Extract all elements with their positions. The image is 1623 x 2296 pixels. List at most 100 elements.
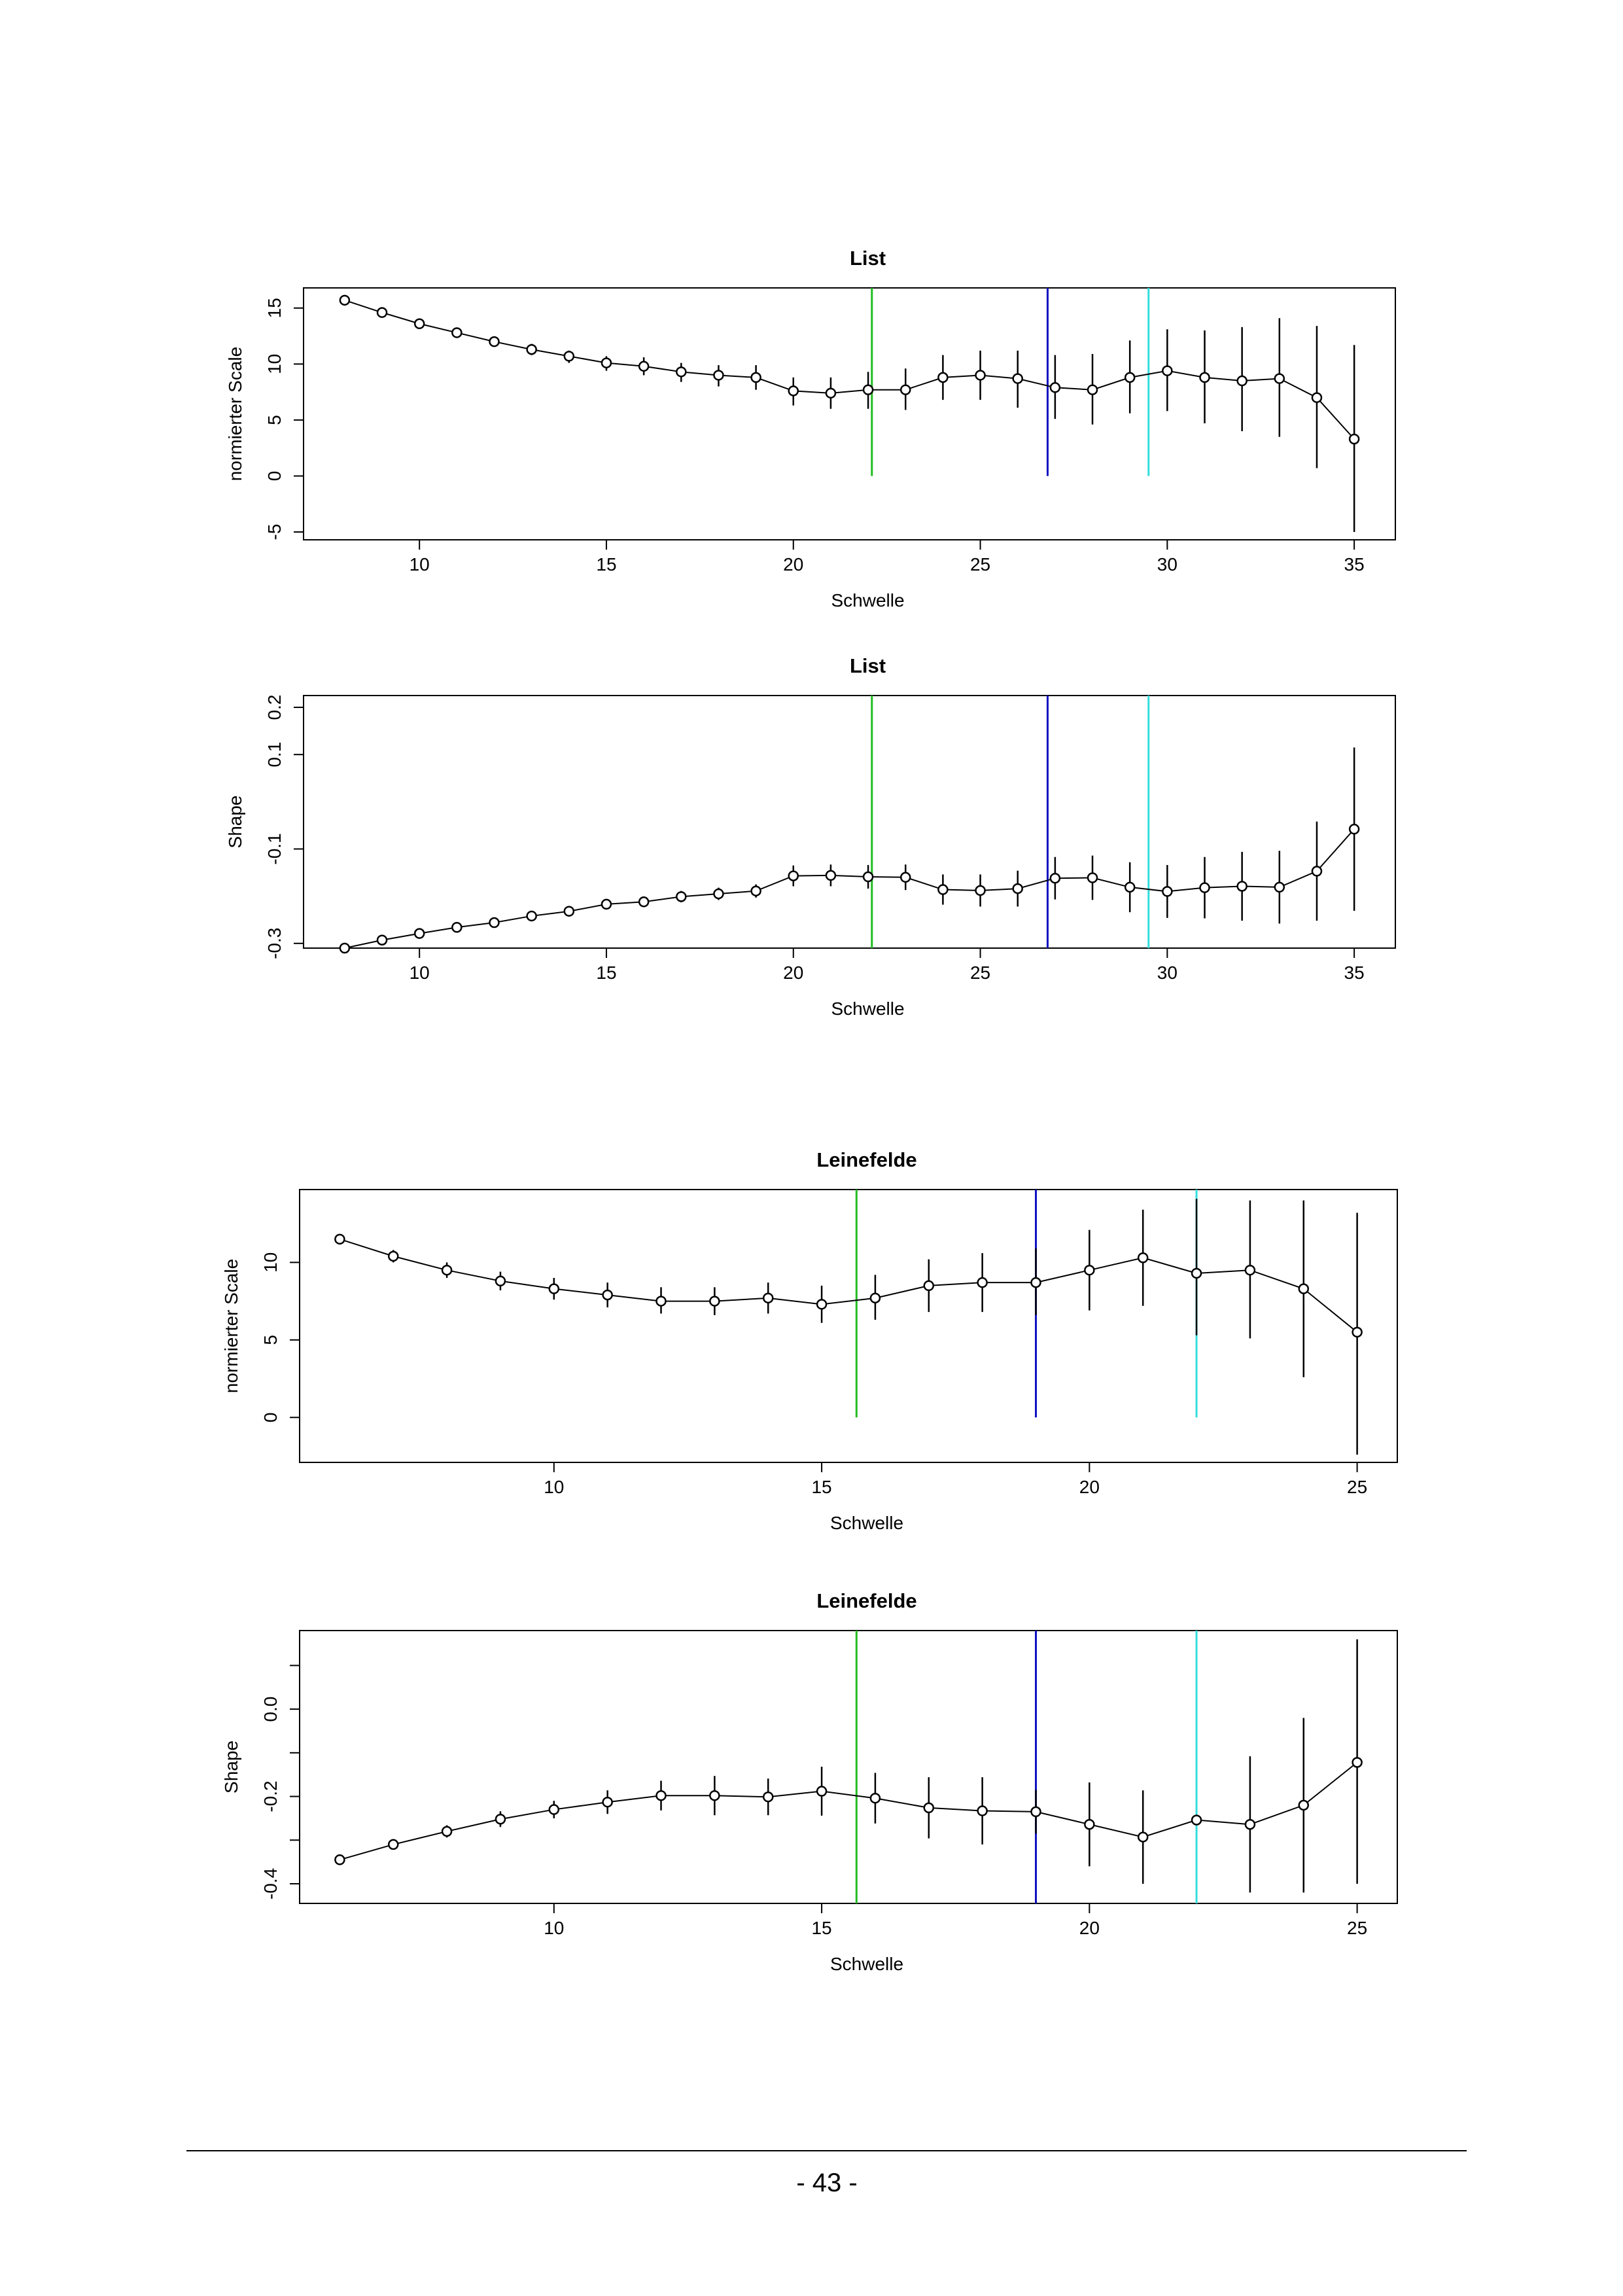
footer-divider xyxy=(186,2150,1467,2151)
data-point xyxy=(862,384,874,395)
data-point xyxy=(1012,883,1023,894)
x-tick-label: 20 xyxy=(1079,1477,1100,1497)
data-point xyxy=(638,361,650,372)
data-point xyxy=(1030,1806,1041,1818)
data-point xyxy=(1162,886,1173,897)
data-point xyxy=(1236,375,1248,387)
data-point xyxy=(413,928,425,939)
data-point xyxy=(334,1233,345,1245)
y-tick-label: 0 xyxy=(264,471,285,482)
data-point xyxy=(376,307,388,318)
series-line xyxy=(344,299,1355,440)
data-point xyxy=(1030,1277,1041,1288)
series-line xyxy=(340,1761,1358,1861)
plot-frame xyxy=(303,287,1396,540)
data-point xyxy=(899,872,911,883)
y-tick-label: 10 xyxy=(264,354,285,374)
data-point xyxy=(975,885,986,896)
data-point xyxy=(1298,1799,1310,1811)
data-point xyxy=(334,1854,345,1865)
data-point xyxy=(548,1283,560,1294)
data-point xyxy=(1274,373,1285,384)
data-point xyxy=(387,1250,399,1262)
data-point xyxy=(1311,866,1323,877)
data-point xyxy=(1298,1283,1310,1294)
y-tick-label: -0.3 xyxy=(264,928,285,959)
data-point xyxy=(602,1796,613,1808)
data-point xyxy=(1352,1326,1363,1338)
y-tick-label: -5 xyxy=(264,524,285,540)
y-axis-label: Shape xyxy=(221,1740,241,1793)
y-tick-label: -0.2 xyxy=(260,1780,281,1812)
x-tick-label: 10 xyxy=(410,963,430,983)
data-point xyxy=(495,1813,506,1825)
data-point xyxy=(869,1292,881,1304)
x-tick-label: 30 xyxy=(1157,963,1178,983)
data-point xyxy=(788,385,799,397)
data-point xyxy=(762,1292,774,1304)
x-tick-label: 25 xyxy=(970,554,990,574)
x-axis-label: Schwelle xyxy=(831,998,904,1019)
x-tick-label: 25 xyxy=(1347,1918,1367,1938)
data-point xyxy=(451,327,462,338)
x-tick-label: 25 xyxy=(1347,1477,1367,1497)
y-axis-label: normierter Scale xyxy=(225,347,245,481)
y-tick-label: 5 xyxy=(264,415,285,425)
data-point xyxy=(1137,1252,1149,1263)
data-point xyxy=(451,922,462,933)
data-point xyxy=(862,871,874,883)
y-tick-label: 15 xyxy=(264,298,285,318)
chart-2: List 10 15 20 25 30 35 Schwelle -0.3 -0.1 0.1 0.2 Sh… xyxy=(225,654,1396,1019)
data-point xyxy=(413,318,425,330)
x-tick-label: 20 xyxy=(783,963,803,983)
data-point xyxy=(825,387,837,399)
data-point xyxy=(601,357,612,368)
y-tick-label: -0.1 xyxy=(264,833,285,864)
data-point xyxy=(676,366,687,378)
data-point xyxy=(788,870,799,881)
data-point xyxy=(869,1792,881,1804)
data-point xyxy=(676,891,687,902)
data-point xyxy=(489,336,500,347)
data-point xyxy=(563,351,575,362)
data-point xyxy=(1191,1814,1202,1826)
data-point xyxy=(638,896,650,908)
data-point xyxy=(1311,392,1323,403)
data-point xyxy=(1087,384,1098,395)
y-axis-label: Shape xyxy=(225,796,245,849)
data-point xyxy=(1348,433,1360,445)
data-point xyxy=(1352,1757,1363,1768)
data-point xyxy=(548,1804,560,1815)
data-point xyxy=(387,1839,399,1850)
data-point xyxy=(563,906,575,917)
series-line xyxy=(340,1238,1358,1333)
x-tick-label: 10 xyxy=(544,1918,564,1938)
x-tick-label: 15 xyxy=(811,1918,831,1938)
data-point xyxy=(937,884,949,895)
y-tick-label: -0.4 xyxy=(260,1868,281,1899)
x-tick-label: 35 xyxy=(1344,554,1365,574)
y-tick-label: 0.1 xyxy=(264,742,285,768)
data-point xyxy=(750,372,761,383)
x-tick-label: 20 xyxy=(1079,1918,1100,1938)
x-tick-label: 10 xyxy=(544,1477,564,1497)
data-point xyxy=(816,1299,828,1310)
data-point xyxy=(1162,365,1173,376)
y-tick-label: 0.2 xyxy=(264,695,285,720)
data-point xyxy=(1049,872,1061,884)
chart-title: Leinefelde xyxy=(816,1589,916,1612)
chart-title: Leinefelde xyxy=(816,1148,916,1171)
data-point xyxy=(1124,372,1136,383)
data-point xyxy=(441,1264,453,1276)
data-point xyxy=(1244,1264,1256,1276)
data-point xyxy=(655,1790,667,1801)
data-point xyxy=(655,1296,667,1307)
data-point xyxy=(526,344,537,355)
data-point xyxy=(1084,1264,1095,1276)
x-axis-label: Schwelle xyxy=(830,1513,903,1533)
y-tick-label: 5 xyxy=(260,1335,281,1345)
x-tick-label: 30 xyxy=(1157,554,1178,574)
data-point xyxy=(923,1802,935,1814)
data-point xyxy=(1137,1831,1149,1843)
data-point xyxy=(923,1280,935,1292)
